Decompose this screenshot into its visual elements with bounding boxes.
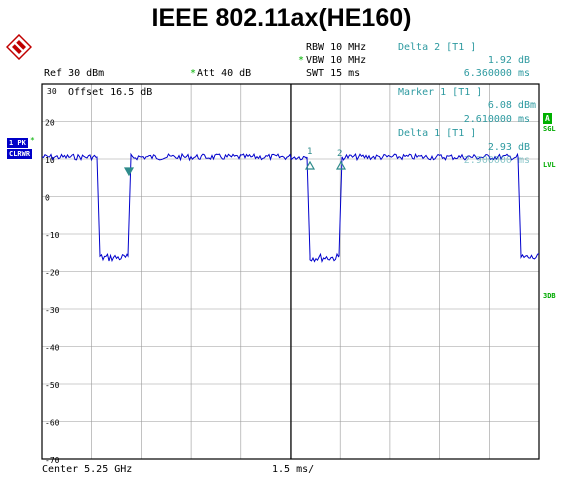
page-title: IEEE 802.11ax(HE160): [151, 4, 412, 32]
trace-detector-label: 1 PK: [7, 138, 28, 148]
y-tick-label: 0: [45, 194, 50, 203]
y-tick-label: 20: [45, 119, 55, 128]
side-label-3db: 3DB: [543, 292, 556, 300]
trace-star-icon: *: [30, 136, 35, 145]
time-per-division-label: 1.5 ms/: [272, 464, 315, 475]
trace-mode-label: CLRWR: [7, 149, 33, 159]
y-tick-label: -50: [45, 381, 60, 390]
delta2-title: Delta 2 [T1 ]: [398, 42, 477, 53]
marker-number-label: 2: [337, 149, 342, 159]
trace-line: [41, 152, 540, 264]
y-tick-label: -40: [45, 344, 60, 353]
delta1-value: 2.93 dB: [487, 142, 530, 153]
y-tick-label: -10: [45, 231, 60, 240]
y-tick-label: 30: [47, 87, 57, 96]
marker-number-label: 1: [307, 147, 312, 157]
delta1-title: Delta 1 [T1 ]: [398, 128, 477, 139]
side-label-sgl: SGL: [543, 125, 556, 133]
rohde-schwarz-logo-icon: [6, 34, 32, 60]
vbw-star-icon: *: [298, 55, 305, 66]
marker-1-icon: [304, 160, 316, 170]
vbw-label: VBW 10 MHz: [306, 55, 367, 66]
offset-label: Offset 16.5 dB: [68, 87, 153, 98]
marker1-value: 6.08 dBm: [487, 100, 536, 111]
marker1-title: Marker 1 [T1 ]: [398, 87, 483, 98]
delta2-value: 1.92 dB: [487, 55, 530, 66]
ref-level-label: Ref 30 dBm: [44, 68, 105, 79]
y-tick-label: -30: [45, 306, 60, 315]
center-frequency-label: Center 5.25 GHz: [42, 464, 133, 475]
side-label-lvl: LVL: [543, 161, 556, 169]
rbw-label: RBW 10 MHz: [306, 42, 367, 53]
swt-label: SWT 15 ms: [306, 68, 361, 79]
marker-2-icon: [335, 160, 347, 170]
delta2-time: 6.360000 ms: [463, 68, 530, 79]
marker-delta2-icon: [123, 167, 135, 177]
y-tick-label: -70: [45, 456, 60, 465]
delta1-time: 2.900000 ms: [463, 155, 530, 166]
attenuation-label: Att 40 dB: [197, 68, 252, 79]
y-tick-label: 10: [45, 156, 55, 165]
side-label-a: A: [543, 113, 552, 124]
y-tick-label: -60: [45, 419, 60, 428]
att-star-icon: *: [190, 68, 197, 79]
marker1-time: 2.610000 ms: [463, 114, 530, 125]
y-tick-label: -20: [45, 269, 60, 278]
